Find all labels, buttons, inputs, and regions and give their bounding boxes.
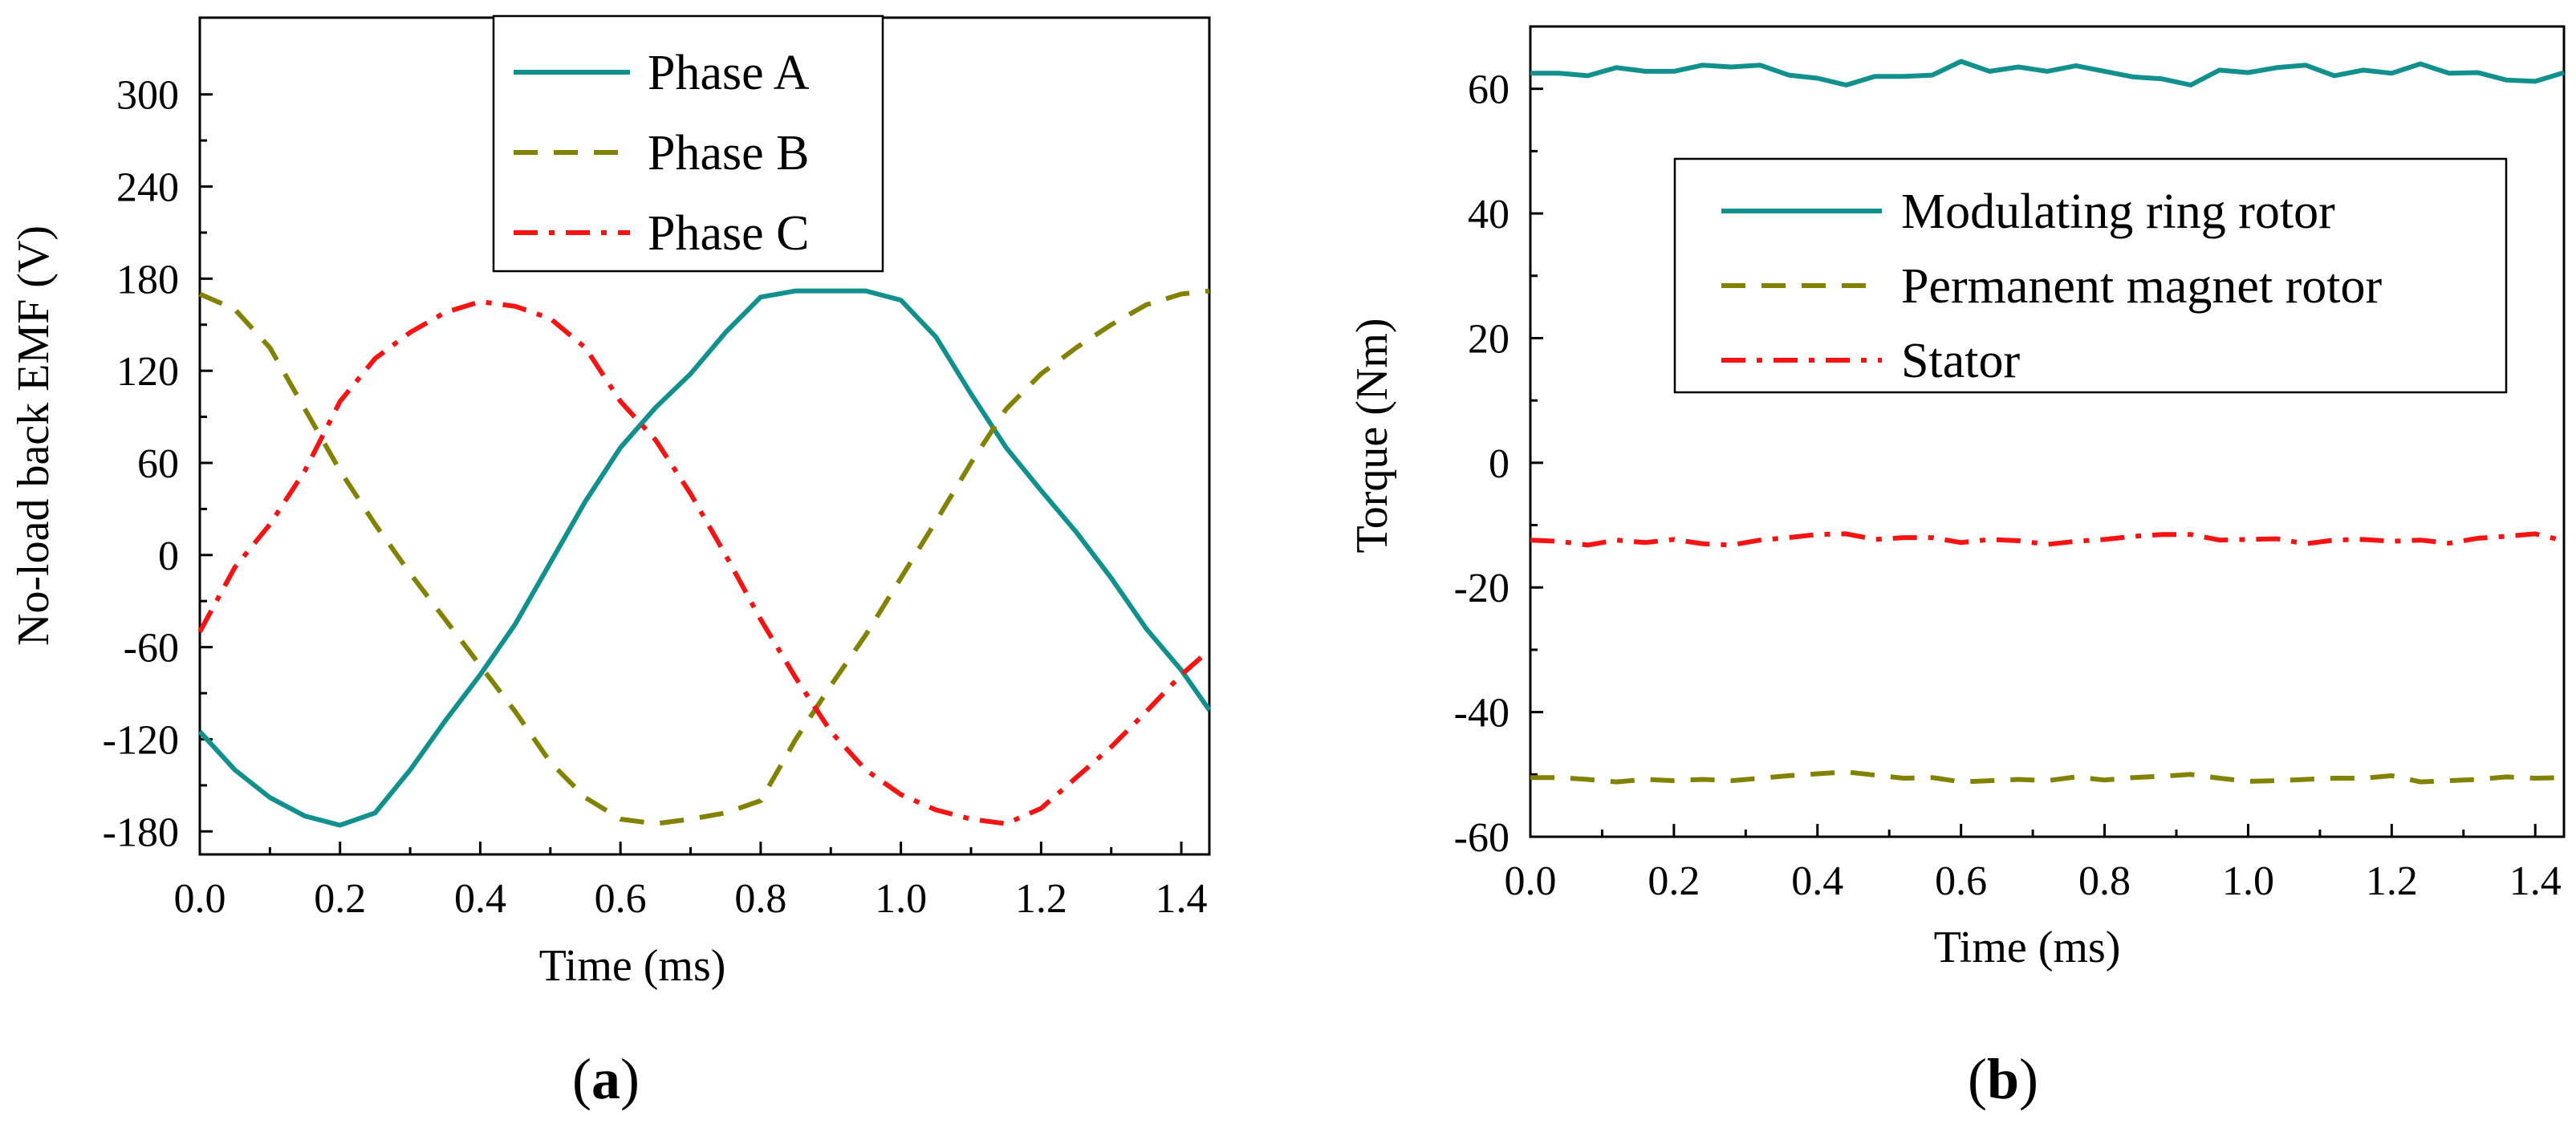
x-tick-label-b: 1.4 — [2509, 858, 2562, 904]
legend-label-b-2: Permanent magnet rotor — [1901, 259, 2382, 314]
chart-panel-a: 0.0 0.2 0.4 0.6 0.8 1.0 1.2 1.4 -180 -120 -60 0 60 12… — [9, 14, 1212, 1111]
series-a — [197, 288, 1212, 828]
series-line-a-1 — [197, 288, 1212, 828]
plot-frame-b — [1529, 25, 2566, 838]
legend-a: Phase A Phase B Phase C — [492, 14, 884, 273]
x-tick-label-b: 0.6 — [1935, 858, 1987, 904]
legend-box-a — [492, 14, 884, 273]
y-tick-label-a: 120 — [116, 349, 179, 395]
x-tick-label-a: 0.0 — [174, 876, 226, 922]
y-tick-label-a: -120 — [103, 717, 179, 763]
tick-labels-b: 0.0 0.2 0.4 0.6 0.8 1.0 1.2 1.4 -60 -40 -20 0 20 40 60 — [1454, 67, 2562, 904]
x-tick-label-b: 0.4 — [1791, 858, 1843, 904]
panel-label-a-open: ( — [572, 1047, 591, 1111]
series-line-a-2 — [198, 288, 1210, 826]
panel-label-b: (b) — [1968, 1047, 2038, 1111]
x-tick-label-b: 0.2 — [1648, 858, 1700, 904]
x-tick-label-a: 0.4 — [454, 876, 506, 922]
legend-label-a-2: Phase B — [648, 126, 810, 181]
series-line-b-1 — [1530, 59, 2565, 87]
x-axis-title-a: Time (ms) — [539, 941, 726, 991]
y-tick-label-a: 300 — [116, 73, 179, 119]
axis-ticks-a — [198, 93, 1183, 854]
x-axis-title-b: Time (ms) — [1934, 923, 2121, 972]
panel-label-a: (a) — [572, 1047, 640, 1111]
panel-label-a-letter: a — [591, 1047, 620, 1111]
y-tick-label-b: 40 — [1468, 192, 1509, 237]
legend-label-a-3: Phase C — [648, 206, 810, 261]
series-line-a-3 — [197, 299, 1211, 826]
y-tick-label-b: -20 — [1454, 566, 1509, 611]
x-tick-label-a: 1.0 — [875, 876, 927, 922]
panel-label-a-close: ) — [620, 1047, 640, 1111]
x-tick-label-b: 0.0 — [1505, 858, 1557, 904]
legend-items-b: Modulating ring rotor Permanent magnet ro… — [1721, 185, 2382, 388]
series-line-b-3 — [1530, 531, 2565, 548]
y-tick-label-a: 60 — [137, 441, 179, 487]
y-tick-label-a: -60 — [124, 626, 179, 671]
y-tick-label-a: 0 — [158, 534, 179, 579]
legend-label-b-1: Modulating ring rotor — [1901, 185, 2335, 239]
x-tick-label-b: 1.0 — [2222, 858, 2274, 904]
legend-label-a-1: Phase A — [648, 46, 810, 100]
y-tick-label-a: 240 — [116, 165, 179, 211]
legend-box-b — [1673, 157, 2508, 394]
x-tick-label-a: 1.2 — [1015, 876, 1067, 922]
x-tick-label-a: 0.8 — [734, 876, 786, 922]
y-axis-title-a: No-load back EMF (V) — [9, 225, 59, 646]
y-tick-label-a: -180 — [103, 809, 179, 855]
y-tick-label-b: 0 — [1489, 441, 1509, 487]
panel-label-b-open: ( — [1968, 1047, 1987, 1111]
y-axis-title-b: Torque (Nm) — [1347, 318, 1397, 553]
series-line-b-2 — [1530, 769, 2565, 785]
legend-items-a: Phase A Phase B Phase C — [514, 46, 810, 261]
axis-ticks-b — [1529, 87, 2537, 838]
legend-label-b-3: Stator — [1901, 334, 2020, 388]
x-tick-label-b: 0.8 — [2078, 858, 2131, 904]
panel-label-b-letter: b — [1987, 1047, 2019, 1111]
y-tick-label-a: 180 — [116, 257, 179, 302]
x-tick-label-b: 1.2 — [2366, 858, 2418, 904]
y-tick-label-b: 60 — [1468, 67, 1509, 113]
x-tick-label-a: 1.4 — [1156, 876, 1208, 922]
x-tick-label-a: 0.6 — [595, 876, 647, 922]
y-tick-label-b: -60 — [1454, 815, 1509, 861]
tick-labels-a: 0.0 0.2 0.4 0.6 0.8 1.0 1.2 1.4 -180 -120 -60 0 60 12… — [103, 73, 1208, 922]
x-tick-label-a: 0.2 — [314, 876, 366, 922]
legend-b: Modulating ring rotor Permanent magnet ro… — [1673, 157, 2508, 394]
chart-panel-b: 0.0 0.2 0.4 0.6 0.8 1.0 1.2 1.4 -60 -40 -20 0 20 40 60… — [1347, 25, 2566, 1111]
panel-label-b-close: ) — [2019, 1047, 2038, 1111]
y-tick-label-b: 20 — [1468, 316, 1509, 362]
y-tick-label-b: -40 — [1454, 691, 1509, 736]
series-b — [1530, 59, 2565, 785]
